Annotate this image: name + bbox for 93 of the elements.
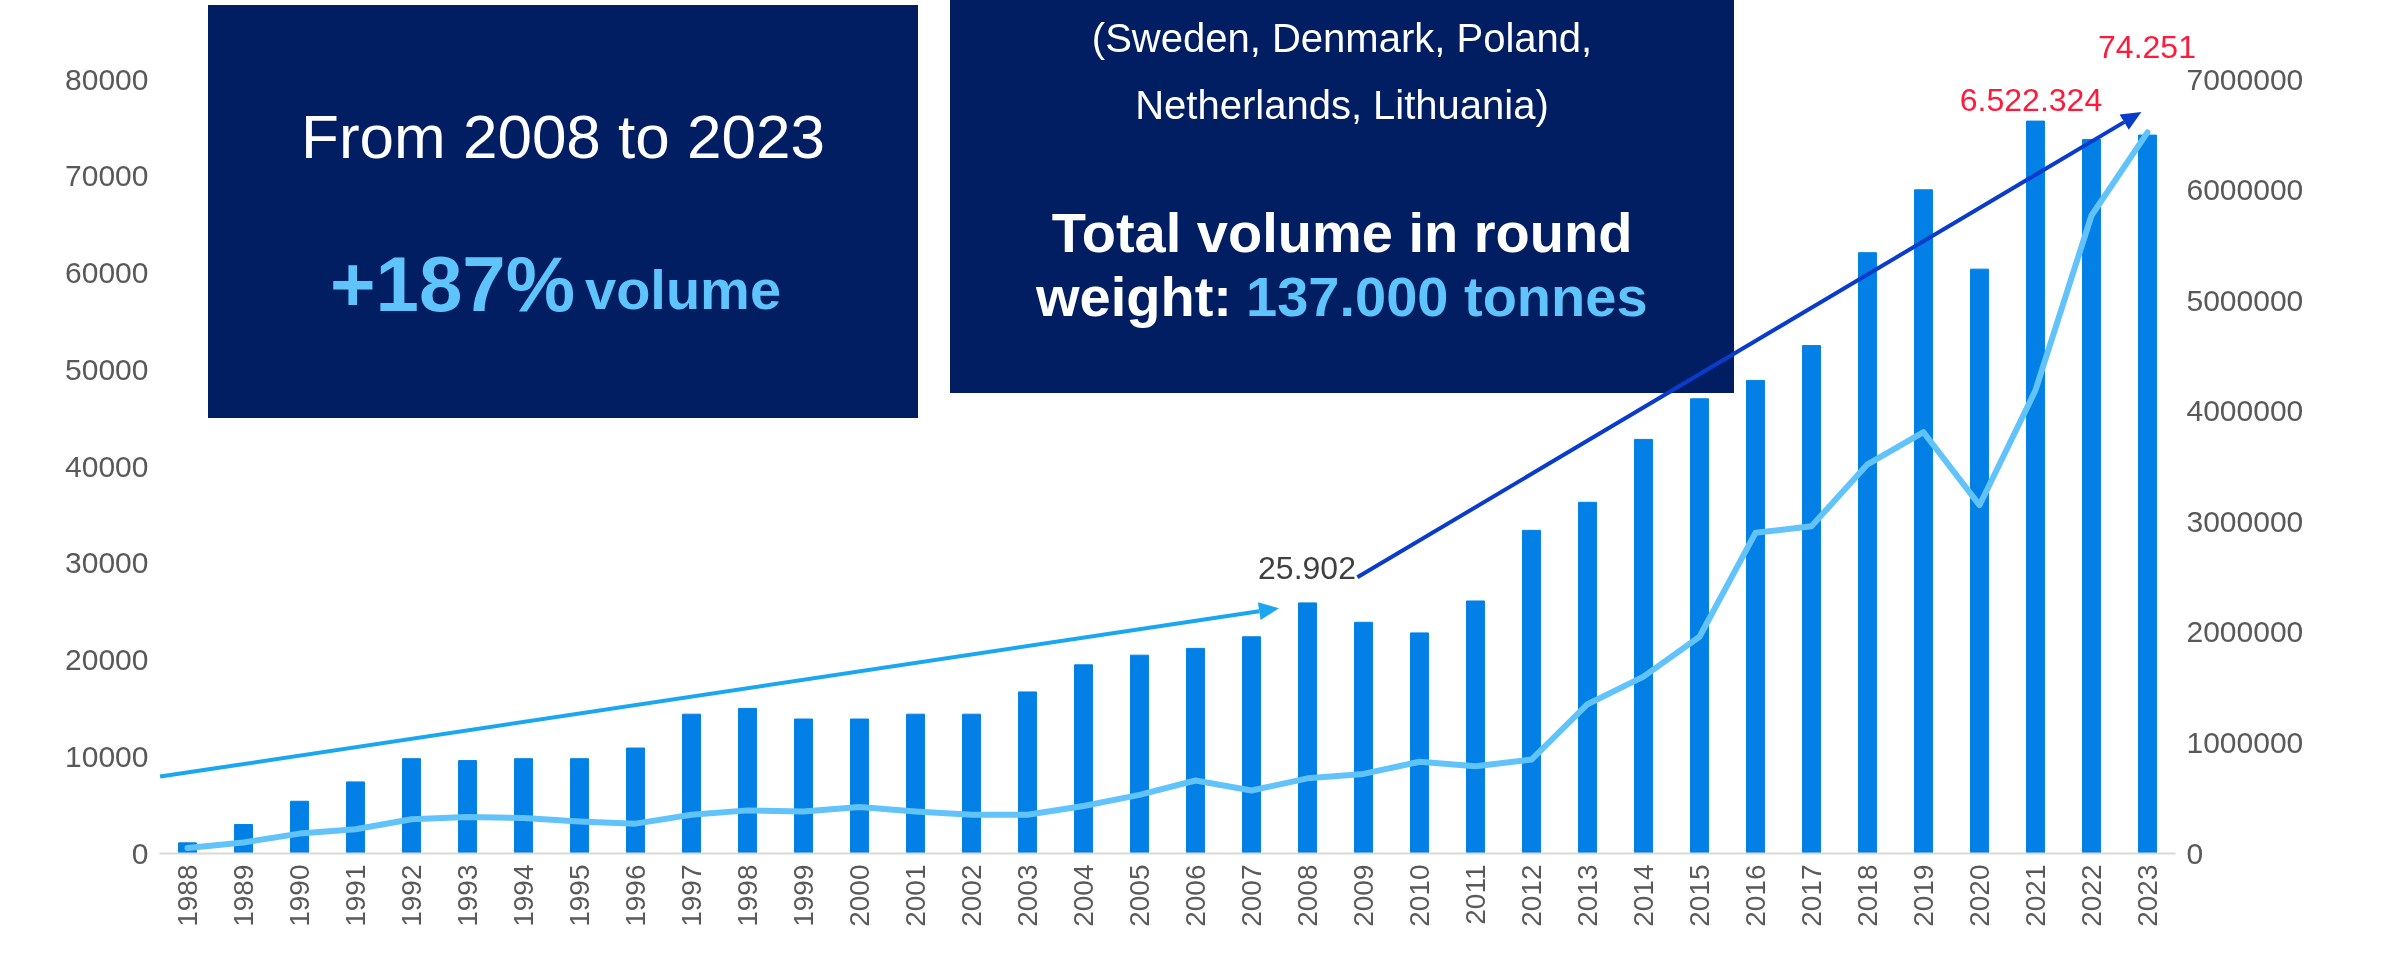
bar xyxy=(794,718,813,854)
x-tick-label: 2013 xyxy=(1572,864,1603,927)
x-tick-label: 1994 xyxy=(508,864,539,927)
x-tick-label: 2003 xyxy=(1012,864,1043,927)
bar xyxy=(1298,602,1317,854)
bar xyxy=(1130,654,1149,854)
x-tick-label: 2002 xyxy=(956,864,987,927)
x-tick-label: 2016 xyxy=(1740,864,1771,927)
bar xyxy=(1578,501,1597,854)
x-tick-label: 2004 xyxy=(1068,864,1099,927)
bar xyxy=(1802,345,1821,854)
bar xyxy=(2082,138,2101,854)
x-tick-label: 2014 xyxy=(1628,864,1659,927)
x-tick-label: 1997 xyxy=(676,864,707,927)
y2-tick-label: 7000000 xyxy=(2186,62,2304,96)
x-tick-label: 2011 xyxy=(1460,864,1491,925)
x-tick-label: 2006 xyxy=(1180,864,1211,927)
x-tick-label: 2008 xyxy=(1292,864,1323,927)
annotation: (Sweden, Denmark, Poland, xyxy=(1091,18,1593,58)
x-tick-label: 2012 xyxy=(1516,864,1547,927)
y2-tick-label: 3000000 xyxy=(2186,504,2304,538)
bar xyxy=(458,760,477,854)
bar xyxy=(1522,529,1541,854)
y-tick-label: 0 xyxy=(131,836,149,870)
x-tick-label: 1993 xyxy=(452,864,483,927)
bar xyxy=(402,758,421,854)
y-tick-label: 30000 xyxy=(65,546,149,580)
bar xyxy=(1466,600,1485,854)
bar xyxy=(738,707,757,854)
y-tick-label: 50000 xyxy=(65,352,149,386)
bar xyxy=(626,747,645,854)
x-tick-label: 2023 xyxy=(2132,864,2163,927)
x-tick-label: 2022 xyxy=(2076,864,2107,927)
x-tick-label: 1996 xyxy=(620,864,651,927)
x-tick-label: 1988 xyxy=(172,864,203,927)
bar xyxy=(1354,621,1373,854)
bar xyxy=(1746,379,1765,854)
x-tick-label: 1995 xyxy=(564,864,595,927)
annotation: Total volume in round xyxy=(1051,205,1633,261)
bar xyxy=(2026,120,2045,854)
y2-tick-label: 1000000 xyxy=(2186,725,2304,759)
annotation: Netherlands, Lithuania) xyxy=(1135,85,1549,125)
x-tick-label: 1991 xyxy=(340,864,371,927)
x-tick-label: 2021 xyxy=(2020,864,2051,927)
x-tick-label: 2018 xyxy=(1852,864,1883,927)
bar xyxy=(1858,252,1877,854)
x-tick-label: 2017 xyxy=(1796,864,1827,927)
y2-tick-label: 5000000 xyxy=(2186,283,2304,317)
x-tick-label: 1990 xyxy=(284,864,315,927)
bar xyxy=(514,758,533,854)
bar xyxy=(1410,632,1429,854)
y-tick-label: 60000 xyxy=(65,256,149,289)
x-tick-label: 1999 xyxy=(788,864,819,927)
y2-tick-label: 6000000 xyxy=(2186,173,2304,207)
x-tick-label: 2000 xyxy=(844,864,875,927)
x-tick-label: 2005 xyxy=(1124,864,1155,927)
x-tick-label: 2010 xyxy=(1404,864,1435,927)
annotation: volume xyxy=(585,262,782,318)
bar xyxy=(682,713,701,854)
x-tick-label: 1989 xyxy=(228,864,259,927)
x-tick-label: 2019 xyxy=(1908,864,1939,927)
bar xyxy=(2138,134,2157,854)
bar xyxy=(1690,398,1709,854)
bar xyxy=(850,718,869,854)
x-tick-label: 1992 xyxy=(396,864,427,927)
x-tick-label: 1998 xyxy=(732,864,763,927)
y2-tick-label: 2000000 xyxy=(2186,615,2304,649)
bar xyxy=(906,713,925,854)
bar xyxy=(962,713,981,854)
y2-tick-label: 0 xyxy=(2186,836,2204,870)
x-tick-label: 2009 xyxy=(1348,864,1379,927)
bar xyxy=(1242,636,1261,854)
bar xyxy=(1970,268,1989,854)
x-tick-label: 2020 xyxy=(1964,864,1995,927)
annotation: From 2008 to 2023 xyxy=(301,106,825,168)
bar xyxy=(1914,189,1933,854)
x-tick-label: 2001 xyxy=(900,864,931,927)
y-tick-label: 40000 xyxy=(65,449,149,483)
x-tick-label: 2007 xyxy=(1236,864,1267,927)
annotation: +187% xyxy=(329,245,575,323)
bar xyxy=(570,758,589,854)
y-tick-label: 80000 xyxy=(65,62,149,96)
y-tick-label: 10000 xyxy=(65,739,149,773)
annotation: 137.000 tonnes xyxy=(1246,269,1648,325)
bar xyxy=(1074,664,1093,854)
bar xyxy=(1634,438,1653,854)
y-tick-label: 70000 xyxy=(65,159,149,193)
bar xyxy=(1018,691,1037,854)
bar xyxy=(346,781,365,854)
x-tick-label: 2015 xyxy=(1684,864,1715,927)
y-tick-label: 20000 xyxy=(65,643,149,676)
bar xyxy=(1186,647,1205,854)
y2-tick-label: 4000000 xyxy=(2186,394,2304,428)
